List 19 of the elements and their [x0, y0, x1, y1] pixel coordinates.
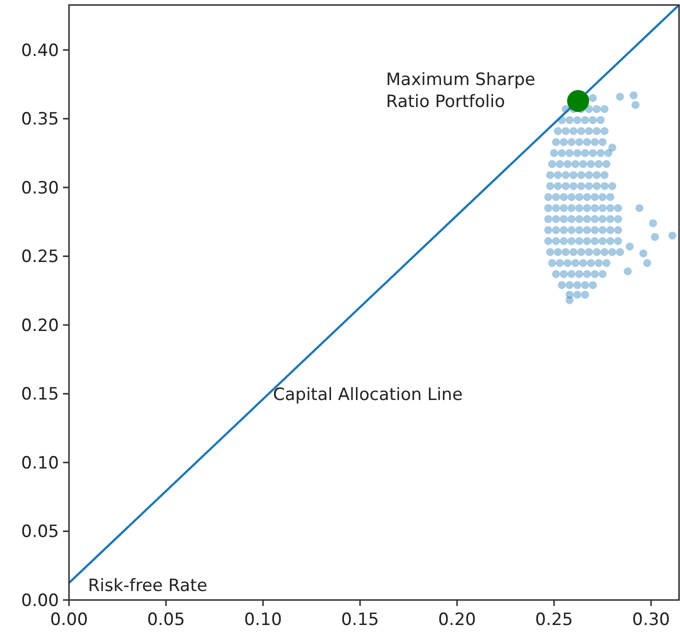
y-tick-label: 0.40	[21, 40, 59, 61]
x-tick-label: 0.20	[438, 610, 476, 630]
y-tick-label: 0.05	[21, 522, 59, 542]
y-tick-label: 0.20	[21, 316, 59, 336]
y-tick-label: 0.10	[21, 453, 59, 474]
annotation: Capital Allocation Line	[273, 385, 463, 405]
x-tick-label: 0.15	[341, 610, 379, 630]
y-tick-label: 0.35	[21, 110, 59, 130]
y-tick-label: 0.25	[21, 247, 59, 268]
y-tick-label: 0.15	[21, 384, 59, 405]
x-tick-label: 0.10	[244, 610, 282, 630]
annotation: Risk-free Rate	[88, 576, 208, 596]
x-tick-label: 0.30	[632, 610, 670, 630]
y-tick-label: 0.30	[21, 178, 59, 198]
x-tick-label: 0.00	[50, 610, 88, 630]
y-tick-label: 0.00	[21, 590, 59, 611]
x-tick-label: 0.25	[535, 610, 573, 630]
annotation: Maximum Sharpe Ratio Portfolio	[386, 70, 536, 112]
x-tick-label: 0.05	[147, 610, 185, 630]
